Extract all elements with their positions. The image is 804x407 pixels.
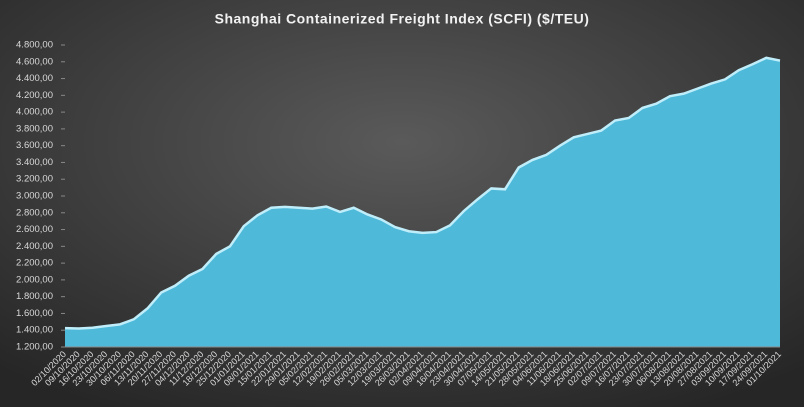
y-tick-label: 3.800,00 (16, 123, 53, 134)
y-tick-label: 3.000,00 (16, 191, 53, 202)
y-tick-label: 2.600,00 (16, 224, 53, 235)
y-tick-label: 4.200,00 (16, 90, 53, 101)
y-tick-label: 2.000,00 (16, 274, 53, 285)
y-tick-label: 1.800,00 (16, 291, 53, 302)
y-tick-label: 1.600,00 (16, 308, 53, 319)
y-tick-label: 1.200,00 (16, 342, 53, 353)
y-tick-label: 4.000,00 (16, 107, 53, 118)
y-tick-label: 1.400,00 (16, 325, 53, 336)
y-tick-label: 4.600,00 (16, 56, 53, 67)
chart-title: Shanghai Containerized Freight Index (SC… (215, 11, 590, 27)
y-tick-label: 4.400,00 (16, 73, 53, 84)
y-tick-label: 3.400,00 (16, 157, 53, 168)
y-tick-label: 2.400,00 (16, 241, 53, 252)
y-tick-label: 4.800,00 (16, 40, 53, 51)
area (65, 57, 780, 348)
y-tick-label: 2.800,00 (16, 207, 53, 218)
y-tick-label: 3.200,00 (16, 174, 53, 185)
y-tick-label: 3.600,00 (16, 140, 53, 151)
y-tick-label: 2.200,00 (16, 258, 53, 269)
area-top-line (64, 56, 781, 330)
